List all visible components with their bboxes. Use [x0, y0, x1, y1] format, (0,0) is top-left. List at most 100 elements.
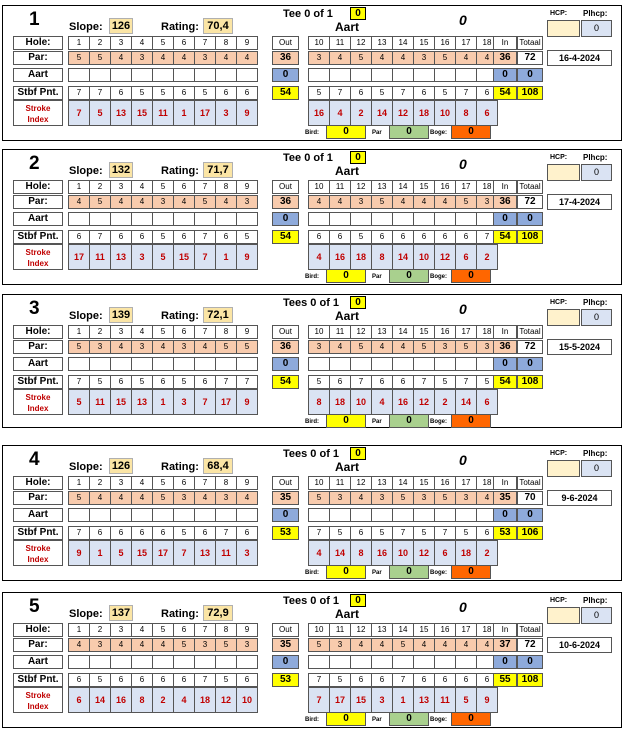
score-input[interactable] — [371, 508, 393, 522]
score-input[interactable] — [350, 212, 372, 226]
score-input[interactable] — [455, 357, 477, 371]
score-input[interactable] — [308, 212, 330, 226]
score-input[interactable] — [152, 655, 174, 669]
score-input[interactable] — [455, 212, 477, 226]
score-input[interactable] — [68, 212, 90, 226]
score-input[interactable] — [68, 68, 90, 82]
score-input[interactable] — [434, 212, 456, 226]
tee-value[interactable]: 0 — [350, 594, 366, 607]
score-input[interactable] — [371, 68, 393, 82]
score-input[interactable] — [152, 212, 174, 226]
score-input[interactable] — [371, 357, 393, 371]
hcp-input[interactable] — [547, 460, 580, 477]
hole-number: 14 — [392, 325, 414, 339]
score-input[interactable] — [89, 357, 111, 371]
score-input[interactable] — [329, 357, 351, 371]
score-input[interactable] — [194, 68, 216, 82]
score-input[interactable] — [350, 508, 372, 522]
birdie-count: 0 — [326, 125, 366, 139]
hcp-input[interactable] — [547, 607, 580, 624]
score-input[interactable] — [236, 357, 258, 371]
score-input[interactable] — [173, 68, 195, 82]
score-input[interactable] — [455, 508, 477, 522]
score-input[interactable] — [434, 68, 456, 82]
score-input[interactable] — [236, 68, 258, 82]
score-input[interactable] — [413, 357, 435, 371]
score-input[interactable] — [152, 508, 174, 522]
score-input[interactable] — [110, 212, 132, 226]
score-input[interactable] — [89, 508, 111, 522]
score-input[interactable] — [371, 655, 393, 669]
score-input[interactable] — [308, 655, 330, 669]
score-input[interactable] — [89, 655, 111, 669]
score-input[interactable] — [413, 212, 435, 226]
score-input[interactable] — [392, 68, 414, 82]
score-input[interactable] — [434, 357, 456, 371]
score-input[interactable] — [329, 68, 351, 82]
score-input[interactable] — [308, 508, 330, 522]
hcp-input[interactable] — [547, 309, 580, 326]
score-input[interactable] — [173, 212, 195, 226]
score-input[interactable] — [392, 357, 414, 371]
score-input[interactable] — [131, 212, 153, 226]
score-input[interactable] — [350, 357, 372, 371]
score-input[interactable] — [329, 508, 351, 522]
score-input[interactable] — [455, 68, 477, 82]
score-input[interactable] — [413, 655, 435, 669]
score-input[interactable] — [110, 68, 132, 82]
tee-value[interactable]: 0 — [350, 447, 366, 460]
hcp-input[interactable] — [547, 20, 580, 37]
score-input[interactable] — [110, 655, 132, 669]
score-input[interactable] — [236, 212, 258, 226]
score-input[interactable] — [110, 357, 132, 371]
score-input[interactable] — [392, 508, 414, 522]
score-input[interactable] — [413, 508, 435, 522]
score-input[interactable] — [308, 68, 330, 82]
score-input[interactable] — [89, 68, 111, 82]
score-input[interactable] — [371, 212, 393, 226]
score-input[interactable] — [329, 212, 351, 226]
score-input[interactable] — [236, 508, 258, 522]
score-input[interactable] — [215, 68, 237, 82]
score-input[interactable] — [131, 508, 153, 522]
score-input[interactable] — [215, 212, 237, 226]
stbf-cell: 7 — [392, 673, 414, 687]
score-input[interactable] — [455, 655, 477, 669]
score-input[interactable] — [392, 655, 414, 669]
score-input[interactable] — [68, 357, 90, 371]
tee-value[interactable]: 0 — [350, 151, 366, 164]
score-input[interactable] — [173, 508, 195, 522]
score-input[interactable] — [173, 357, 195, 371]
score-input[interactable] — [434, 508, 456, 522]
score-input[interactable] — [68, 508, 90, 522]
score-input[interactable] — [68, 655, 90, 669]
score-input[interactable] — [215, 508, 237, 522]
tee-value[interactable]: 0 — [350, 7, 366, 20]
tee-value[interactable]: 0 — [350, 296, 366, 309]
score-input[interactable] — [215, 655, 237, 669]
score-input[interactable] — [350, 68, 372, 82]
score-input[interactable] — [89, 212, 111, 226]
score-input[interactable] — [173, 655, 195, 669]
score-input[interactable] — [131, 68, 153, 82]
score-input[interactable] — [350, 655, 372, 669]
score-input[interactable] — [434, 655, 456, 669]
score-input[interactable] — [152, 357, 174, 371]
score-input[interactable] — [152, 68, 174, 82]
score-input[interactable] — [215, 357, 237, 371]
par-cell: 4 — [110, 195, 132, 209]
score-input[interactable] — [194, 655, 216, 669]
score-input[interactable] — [329, 655, 351, 669]
hcp-input[interactable] — [547, 164, 580, 181]
score-input[interactable] — [131, 655, 153, 669]
score-input[interactable] — [194, 508, 216, 522]
score-input[interactable] — [236, 655, 258, 669]
hole-number: 17 — [455, 180, 477, 194]
score-input[interactable] — [194, 212, 216, 226]
score-input[interactable] — [110, 508, 132, 522]
score-input[interactable] — [392, 212, 414, 226]
score-input[interactable] — [413, 68, 435, 82]
score-input[interactable] — [194, 357, 216, 371]
score-input[interactable] — [131, 357, 153, 371]
score-input[interactable] — [308, 357, 330, 371]
